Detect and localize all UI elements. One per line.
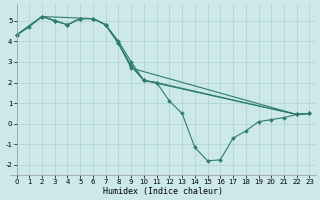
X-axis label: Humidex (Indice chaleur): Humidex (Indice chaleur) xyxy=(103,187,223,196)
